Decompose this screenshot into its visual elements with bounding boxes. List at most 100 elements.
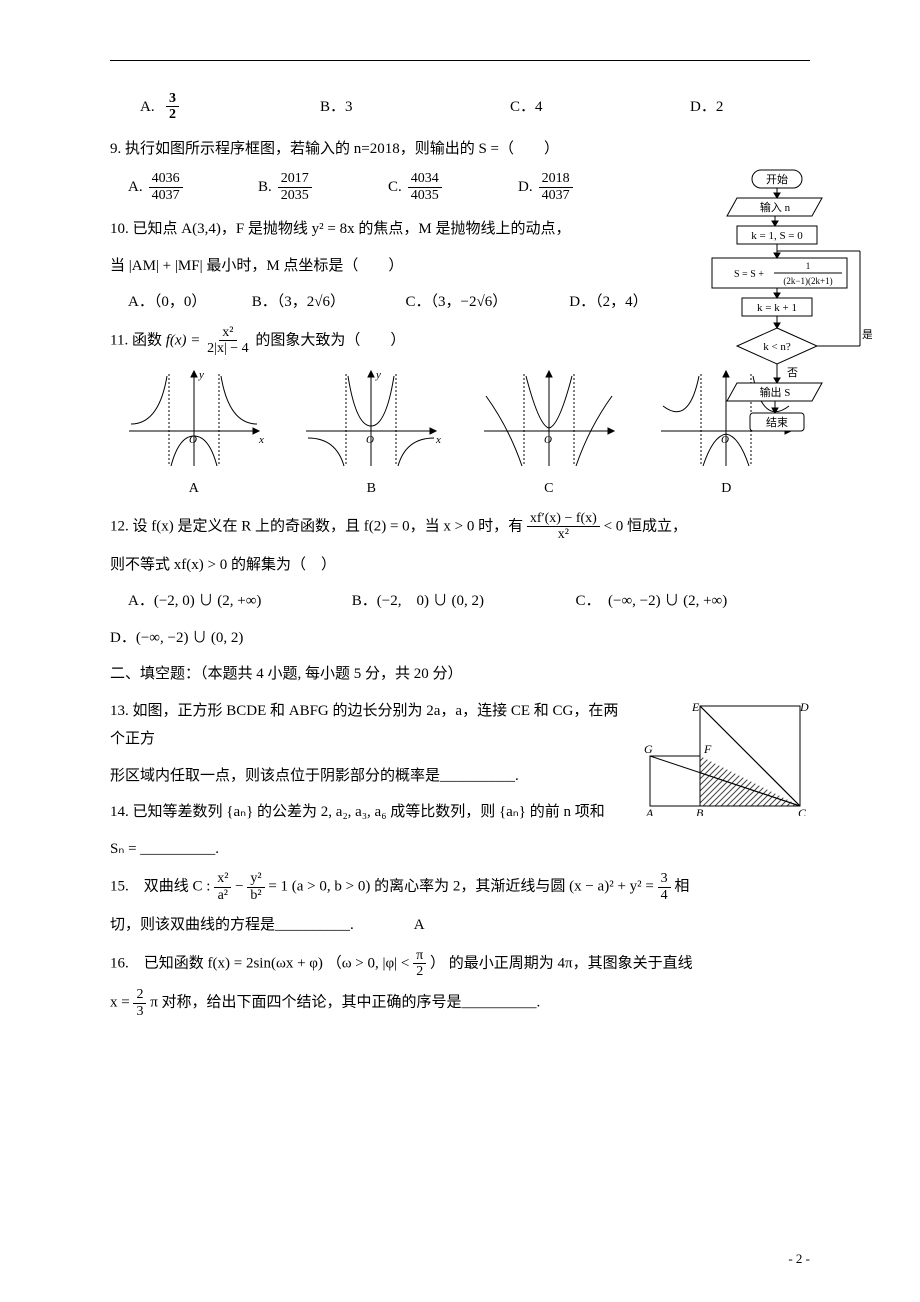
q9-C-num: 4034 xyxy=(408,171,442,187)
svg-text:k = 1, S = 0: k = 1, S = 0 xyxy=(751,230,803,242)
q12-C: C． (−∞, −2) ∪ (2, +∞) xyxy=(576,587,728,616)
q10-A: A．（0，0） xyxy=(128,288,248,317)
q12-frac-num: xf′(x) − f(x) xyxy=(527,511,600,527)
q10-D: D．（2，4） xyxy=(569,288,647,317)
svg-text:D: D xyxy=(799,701,809,714)
svg-text:(2k−1)(2k+1): (2k−1)(2k+1) xyxy=(783,276,832,286)
q16-paren: （ω > 0, |φ| < xyxy=(327,955,413,971)
q9-B-num: 2017 xyxy=(278,171,312,187)
svg-text:B: B xyxy=(696,806,704,816)
q9-C-lbl: C. xyxy=(388,173,402,202)
q9-D-den: 4037 xyxy=(539,188,573,203)
svg-text:x: x xyxy=(435,434,441,446)
q15-rn: 3 xyxy=(658,871,671,887)
q15-t2n: y² xyxy=(247,871,264,887)
q8-options: A. 3 2 B．3 C．4 D．2 xyxy=(140,91,810,123)
top-rule xyxy=(110,60,810,61)
q9-A-den: 4037 xyxy=(149,188,183,203)
svg-text:A: A xyxy=(645,806,654,816)
graph-C: O C xyxy=(465,366,633,503)
svg-text:k = k + 1: k = k + 1 xyxy=(757,302,797,314)
q8-D: D．2 xyxy=(690,93,723,122)
q8-B: B．3 xyxy=(320,93,353,122)
q11-eq-l: f(x) = xyxy=(166,332,201,348)
svg-text:输入 n: 输入 n xyxy=(760,200,791,214)
q16-line1: 16. 已知函数 f(x) = 2sin(ωx + φ) （ω > 0, |φ|… xyxy=(110,948,810,980)
opt-A-label: A. xyxy=(140,93,160,122)
svg-text:O: O xyxy=(544,434,552,446)
graph-A: O x y A xyxy=(110,366,278,503)
svg-text:C: C xyxy=(798,806,807,816)
svg-text:O: O xyxy=(366,434,374,446)
svg-text:输出 S: 输出 S xyxy=(760,385,791,399)
q12-B: B．(−2, 0) ∪ (0, 2) xyxy=(352,587,572,616)
q8-A-den: 2 xyxy=(166,107,179,122)
svg-text:E: E xyxy=(691,701,700,714)
q10-B: B．（3，2√6） xyxy=(252,288,402,317)
q12-A: A．(−2, 0) ∪ (2, +∞) xyxy=(128,587,348,616)
svg-text:结束: 结束 xyxy=(766,416,788,429)
svg-text:k < n?: k < n? xyxy=(763,341,791,353)
q16-prefix: 16. 已知函数 f(x) = 2sin(ωx + φ) xyxy=(110,955,327,971)
graph-C-label: C xyxy=(465,476,633,503)
svg-text:否: 否 xyxy=(787,367,798,379)
svg-text:y: y xyxy=(375,369,381,381)
q12-frac-den: x² xyxy=(555,527,572,542)
q9-D-lbl: D. xyxy=(518,173,533,202)
svg-text:x: x xyxy=(258,434,264,446)
q15-t2d: b² xyxy=(247,888,264,903)
svg-text:开始: 开始 xyxy=(766,172,788,186)
svg-text:1: 1 xyxy=(806,261,811,271)
q16-xd: 3 xyxy=(133,1004,146,1019)
q8-C: C．4 xyxy=(510,93,543,122)
q9-B-den: 2035 xyxy=(278,188,312,203)
q15-suffix: 相 xyxy=(674,879,689,895)
q8-A-num: 3 xyxy=(166,91,179,107)
q15-t1d: a² xyxy=(215,888,231,903)
q9-D-num: 2018 xyxy=(539,171,573,187)
q15-mid: = 1 (a > 0, b > 0) 的离心率为 2，其渐近线与圆 (x − a… xyxy=(268,879,657,895)
q15-prefix: 15. 双曲线 C : xyxy=(110,879,214,895)
q9-stem: 9. 执行如图所示程序框图，若输入的 n=2018，则输出的 S =（ ） xyxy=(110,135,810,164)
graph-B: O x y B xyxy=(288,366,456,503)
q9-A-num: 4036 xyxy=(149,171,183,187)
q16-pin: π xyxy=(413,948,426,964)
q8-A-frac: 3 2 xyxy=(166,91,179,123)
svg-text:是: 是 xyxy=(862,328,872,341)
q15-line1: 15. 双曲线 C : x²a² − y²b² = 1 (a > 0, b > … xyxy=(110,871,810,903)
svg-text:G: G xyxy=(644,742,653,756)
page-number: - 2 - xyxy=(788,1247,810,1272)
flowchart: 开始 输入 n k = 1, S = 0 S = S + 1 (2k−1)(2k… xyxy=(682,168,872,468)
q12-opts1: A．(−2, 0) ∪ (2, +∞) B．(−2, 0) ∪ (0, 2) C… xyxy=(128,587,810,616)
svg-text:O: O xyxy=(189,434,197,446)
q12-line1: 12. 设 f(x) 是定义在 R 上的奇函数，且 f(2) = 0，当 x >… xyxy=(110,511,810,543)
q16-xn: 2 xyxy=(133,987,146,1003)
q15-rd: 4 xyxy=(658,888,671,903)
q15-minus: − xyxy=(235,879,247,895)
graph-D-label: D xyxy=(643,476,811,503)
q11-prefix: 11. 函数 xyxy=(110,332,166,348)
q16-l2l: x = xyxy=(110,995,133,1011)
svg-text:F: F xyxy=(703,742,712,756)
q15-line2: 切，则该双曲线的方程是__________. A xyxy=(110,911,810,940)
q16-line2: x = 23 π 对称，给出下面四个结论，其中正确的序号是__________. xyxy=(110,987,810,1019)
graph-A-label: A xyxy=(110,476,278,503)
q9-C-den: 4035 xyxy=(408,188,442,203)
q16-paren2: ） xyxy=(430,955,445,971)
graph-B-label: B xyxy=(288,476,456,503)
svg-text:y: y xyxy=(198,369,204,381)
q11-num: x² xyxy=(219,325,236,341)
q16-pid: 2 xyxy=(413,964,426,979)
squares-figure: A B C D E F G xyxy=(640,701,810,827)
q16-l2r: π 对称，给出下面四个结论，其中正确的序号是__________. xyxy=(150,995,540,1011)
q12-D: D．(−∞, −2) ∪ (0, 2) xyxy=(110,624,810,653)
q15-t1n: x² xyxy=(214,871,231,887)
q10-C: C．（3，−2√6） xyxy=(406,288,566,317)
q12-line2: 则不等式 xf(x) > 0 的解集为（ ） xyxy=(110,551,810,580)
q11-den: 2|x| − 4 xyxy=(204,341,252,356)
q14-sn: Sₙ = __________. xyxy=(110,835,810,864)
svg-text:S = S +: S = S + xyxy=(734,269,764,280)
q9-B-lbl: B. xyxy=(258,173,272,202)
q11-suffix: 的图象大致为（ ） xyxy=(255,332,405,348)
q12-line1a: 12. 设 f(x) 是定义在 R 上的奇函数，且 f(2) = 0，当 x >… xyxy=(110,518,527,534)
